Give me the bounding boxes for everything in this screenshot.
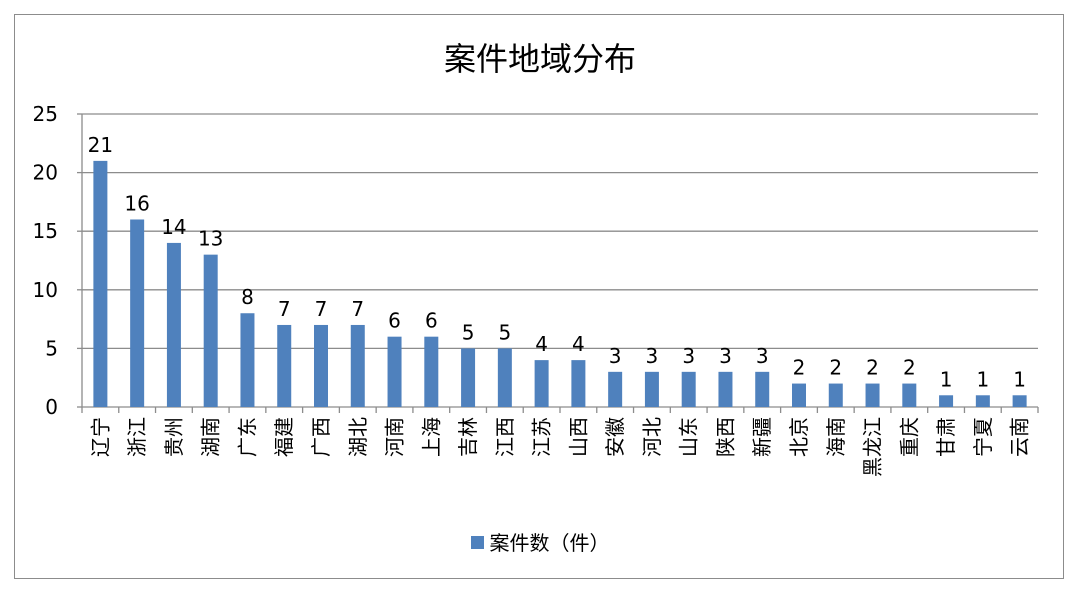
x-tick-label: 重庆 bbox=[897, 417, 921, 457]
bar bbox=[681, 371, 696, 407]
data-label: 3 bbox=[756, 344, 769, 368]
data-label: 1 bbox=[940, 367, 953, 391]
bar bbox=[792, 383, 806, 407]
x-tick-label: 河北 bbox=[640, 417, 664, 457]
bar bbox=[240, 313, 255, 407]
y-tick-label: 5 bbox=[45, 336, 58, 360]
x-tick-label: 贵州 bbox=[162, 417, 186, 457]
bar bbox=[93, 160, 108, 407]
x-tick-label: 福建 bbox=[272, 417, 296, 457]
legend-swatch bbox=[470, 536, 484, 549]
bar bbox=[571, 360, 586, 407]
chart-frame bbox=[14, 14, 1064, 579]
x-tick-label: 北京 bbox=[787, 417, 811, 457]
y-tick-label: 25 bbox=[33, 102, 58, 126]
data-label: 3 bbox=[646, 344, 659, 368]
x-tick-label: 新疆 bbox=[750, 417, 774, 457]
data-label: 5 bbox=[498, 320, 511, 344]
bar bbox=[718, 371, 733, 407]
legend-label: 案件数（件） bbox=[489, 531, 610, 555]
y-tick-label: 0 bbox=[45, 395, 58, 419]
data-label: 2 bbox=[866, 356, 879, 380]
data-label: 8 bbox=[241, 285, 254, 309]
bar bbox=[534, 360, 549, 407]
y-tick-label: 15 bbox=[33, 219, 58, 243]
data-label: 13 bbox=[198, 227, 223, 251]
data-label: 2 bbox=[793, 356, 806, 380]
bar bbox=[166, 242, 181, 407]
data-label: 21 bbox=[88, 133, 113, 157]
legend: 案件数（件） bbox=[0, 527, 1080, 556]
x-tick-label: 湖南 bbox=[199, 417, 223, 457]
bar bbox=[130, 219, 145, 407]
bar bbox=[865, 383, 880, 407]
x-tick-label: 河南 bbox=[383, 417, 407, 457]
data-label: 6 bbox=[388, 309, 401, 333]
x-tick-label: 黑龙江 bbox=[861, 417, 885, 477]
x-tick-label: 海南 bbox=[824, 417, 848, 457]
x-tick-label: 上海 bbox=[419, 417, 443, 457]
bar bbox=[608, 371, 623, 407]
x-tick-label: 山东 bbox=[677, 417, 701, 457]
bar bbox=[350, 324, 365, 407]
data-label: 7 bbox=[278, 297, 291, 321]
data-label: 4 bbox=[572, 332, 585, 356]
x-tick-label: 山西 bbox=[566, 417, 590, 457]
data-label: 5 bbox=[462, 320, 475, 344]
bar bbox=[314, 324, 328, 407]
bar bbox=[828, 383, 843, 407]
bar bbox=[939, 395, 954, 407]
y-tick-label: 10 bbox=[33, 278, 58, 302]
data-label: 16 bbox=[124, 191, 149, 215]
x-tick-label: 宁夏 bbox=[971, 417, 995, 457]
data-label: 1 bbox=[976, 367, 989, 391]
data-label: 3 bbox=[609, 344, 622, 368]
x-tick-label: 湖北 bbox=[346, 417, 370, 457]
bar bbox=[497, 348, 512, 407]
x-tick-label: 浙江 bbox=[125, 417, 149, 457]
data-label: 7 bbox=[315, 297, 328, 321]
x-tick-label: 广西 bbox=[309, 417, 333, 457]
x-tick-label: 辽宁 bbox=[88, 417, 112, 457]
data-label: 3 bbox=[719, 344, 732, 368]
x-tick-label: 陕西 bbox=[713, 417, 737, 457]
data-label: 4 bbox=[535, 332, 548, 356]
bar bbox=[424, 336, 439, 407]
bar bbox=[461, 348, 476, 407]
x-tick-label: 安徽 bbox=[603, 417, 627, 457]
bar bbox=[277, 324, 292, 407]
data-label: 2 bbox=[829, 356, 842, 380]
bar bbox=[203, 254, 218, 407]
x-tick-label: 江西 bbox=[493, 417, 517, 457]
x-tick-label: 江苏 bbox=[530, 417, 554, 457]
bar bbox=[755, 371, 770, 407]
x-tick-label: 吉林 bbox=[456, 417, 480, 457]
x-tick-label: 广东 bbox=[235, 417, 259, 457]
bar bbox=[644, 371, 659, 407]
data-label: 6 bbox=[425, 309, 438, 333]
data-label: 7 bbox=[351, 297, 364, 321]
x-tick-label: 云南 bbox=[1008, 417, 1032, 457]
data-label: 2 bbox=[903, 356, 916, 380]
chart-title: 案件地域分布 bbox=[443, 40, 636, 78]
x-tick-label: 甘肃 bbox=[934, 417, 958, 457]
y-tick-label: 20 bbox=[33, 161, 58, 185]
bar bbox=[902, 383, 917, 407]
bar bbox=[1012, 395, 1027, 407]
data-label: 1 bbox=[1013, 367, 1026, 391]
bar bbox=[975, 395, 990, 407]
bar bbox=[387, 336, 402, 407]
data-label: 14 bbox=[161, 215, 186, 239]
data-label: 3 bbox=[682, 344, 695, 368]
